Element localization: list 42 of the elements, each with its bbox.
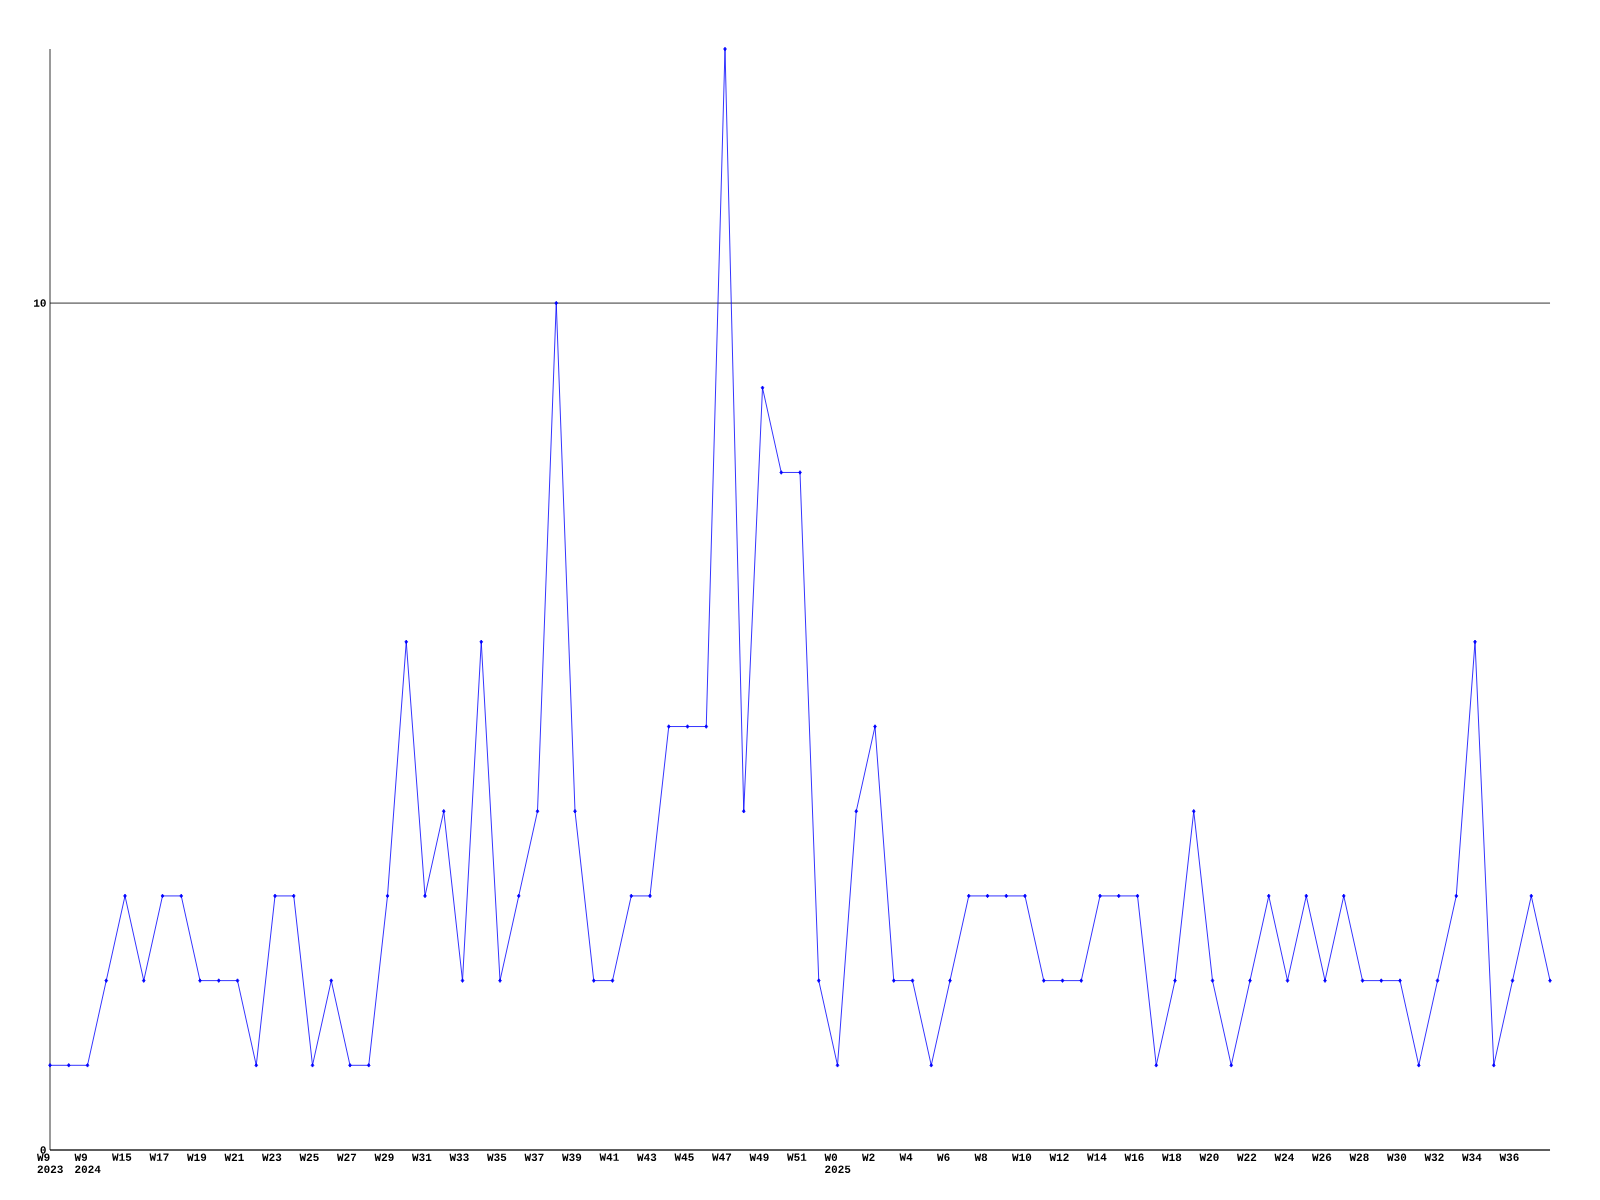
x-tick-label: W22 — [1237, 1153, 1257, 1161]
x-tick-label: W35 — [487, 1153, 507, 1162]
x-tick-label: W23 — [262, 1153, 282, 1162]
x-tick-label: W47 — [712, 1153, 732, 1161]
x-tick-label: W39 — [562, 1153, 582, 1162]
x-tick-label: W8 — [974, 1153, 988, 1161]
x-tick-label: W29 — [374, 1153, 394, 1161]
x-tick-label: W37 — [524, 1153, 544, 1162]
x-tick-label: W17 — [149, 1153, 169, 1161]
x-tick-label: W19 — [187, 1153, 207, 1161]
x-tick-label: W25 — [299, 1153, 319, 1161]
x-tick-label: W27 — [337, 1153, 357, 1161]
x-tick-label: W16 — [1124, 1153, 1144, 1161]
x-tick-label: W15 — [112, 1153, 132, 1161]
x-tick-label: W43 — [637, 1153, 657, 1162]
x-tick-label: W33 — [449, 1153, 469, 1162]
x-tick-label: W32 — [1424, 1153, 1444, 1162]
x-tick-label: W14 — [1087, 1153, 1107, 1161]
x-tick-label: W41 — [599, 1153, 619, 1161]
x-tick-label: W36 — [1499, 1153, 1519, 1162]
x-tick-label: W12 — [1049, 1153, 1069, 1161]
x-tick-label: W20 — [1199, 1153, 1219, 1161]
x-tick-label: W0 2025 — [824, 1153, 851, 1173]
x-tick-label: W49 — [749, 1153, 769, 1161]
x-tick-label: W30 — [1387, 1153, 1407, 1162]
x-tick-label: W26 — [1312, 1153, 1332, 1161]
x-tick-label: W34 — [1462, 1153, 1482, 1162]
x-tick-label: W6 — [937, 1153, 950, 1161]
x-tick-label: W51 — [787, 1153, 807, 1161]
x-tick-label: W45 — [674, 1153, 694, 1161]
x-tick-label: W18 — [1162, 1153, 1182, 1161]
x-tick-label: W2 — [862, 1153, 875, 1161]
x-tick-label: W4 — [899, 1153, 913, 1161]
y-tick-label: 10 — [34, 299, 46, 307]
x-tick-label: W9 2024 — [74, 1153, 101, 1173]
x-tick-label: W31 — [412, 1153, 432, 1162]
x-tick-label: W21 — [224, 1153, 244, 1161]
x-tick-label: W9 2023 — [37, 1153, 63, 1174]
x-tick-label: W28 — [1349, 1153, 1369, 1161]
x-tick-label: W24 — [1274, 1153, 1294, 1161]
y-tick-label: 0 — [40, 1146, 46, 1154]
x-tick-label: W10 — [1012, 1153, 1032, 1161]
